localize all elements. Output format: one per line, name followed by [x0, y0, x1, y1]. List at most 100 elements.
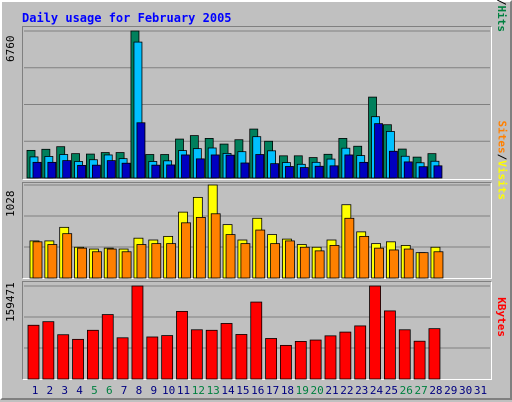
kbytes-bar — [27, 324, 40, 380]
kbytes-bar — [57, 334, 70, 380]
day-tick-label: 23 — [355, 384, 368, 397]
chart-title: Daily usage for February 2005 — [22, 11, 232, 25]
sites-bar — [92, 251, 102, 279]
pages-bar — [92, 164, 101, 179]
sites-bar — [195, 216, 206, 279]
sites-bar — [359, 235, 370, 279]
sites-bar — [374, 247, 384, 279]
pages-bar — [210, 154, 220, 179]
pages-bar — [285, 166, 294, 179]
day-tick-label: 29 — [444, 384, 457, 397]
sites-bar — [225, 234, 236, 279]
day-tick-label: 30 — [459, 384, 472, 397]
day-tick-label: 6 — [106, 384, 113, 397]
day-tick-label: 13 — [207, 384, 220, 397]
day-tick-label: 5 — [91, 384, 98, 397]
sites-bar — [388, 249, 399, 279]
pages-bar — [136, 122, 146, 179]
kbytes-bar — [383, 310, 396, 380]
day-tick-label: 28 — [429, 384, 442, 397]
pages-bar — [388, 150, 398, 179]
day-tick-label: 19 — [296, 384, 309, 397]
sites-bar — [403, 248, 414, 279]
kbytes-bar — [280, 344, 292, 380]
day-tick-label: 15 — [236, 384, 249, 397]
pages-bar — [181, 154, 190, 179]
day-tick-label: 21 — [325, 384, 338, 397]
kbytes-bar — [354, 325, 367, 380]
sites-bar — [47, 244, 58, 279]
day-tick-label: 4 — [76, 384, 83, 397]
pages-bar — [225, 154, 235, 179]
sites-bar — [255, 229, 266, 279]
sites-bar — [285, 240, 295, 279]
kbytes-bar — [72, 338, 84, 380]
sites-bar — [166, 243, 177, 279]
kbytes-bar — [220, 323, 233, 380]
kbytes-bar — [428, 328, 441, 380]
kbytes-bar — [131, 285, 144, 380]
sites-bar — [77, 247, 87, 279]
day-tick-label: 22 — [340, 384, 353, 397]
kbytes-bar — [369, 285, 381, 380]
kbytes-bar — [101, 314, 114, 380]
pages-bar — [255, 154, 265, 179]
day-tick-label: 3 — [61, 384, 68, 397]
kbytes-bar — [146, 336, 159, 380]
sites-bar — [418, 252, 429, 279]
kbytes-bar — [116, 337, 129, 380]
day-tick-label: 10 — [162, 384, 175, 397]
pages-bar — [240, 162, 250, 179]
day-tick-label: 8 — [136, 384, 143, 397]
sites-bar — [32, 241, 43, 279]
pages-bar — [299, 167, 309, 179]
kbytes-bar — [398, 329, 411, 380]
pages-bar — [62, 160, 72, 179]
day-tick-label: 16 — [251, 384, 264, 397]
kbytes-bar — [250, 301, 263, 380]
pages-bar — [403, 161, 413, 179]
pages-bar — [270, 163, 280, 179]
sites-bar — [329, 245, 340, 279]
kbytes-bar — [42, 321, 55, 380]
kbytes-bar — [294, 341, 307, 380]
kbytes-bar — [176, 310, 188, 380]
day-tick-label: 27 — [414, 384, 427, 397]
pages-bar — [166, 164, 176, 179]
sites-bar — [106, 248, 117, 279]
day-tick-label: 7 — [121, 384, 128, 397]
sites-bar — [270, 243, 281, 279]
sites-bar — [151, 243, 162, 279]
kbytes-bar — [309, 339, 322, 380]
day-tick-label: 9 — [150, 384, 157, 397]
day-tick-label: 14 — [221, 384, 235, 397]
day-tick-label: 12 — [192, 384, 205, 397]
kbytes-bar — [413, 340, 426, 380]
day-tick-label: 2 — [47, 384, 54, 397]
kbytes-bar — [161, 335, 174, 380]
pages-bar — [77, 164, 86, 179]
sites-bar — [240, 243, 251, 279]
day-tick-label: 31 — [474, 384, 487, 397]
pages-bar — [106, 160, 116, 179]
day-tick-label: 17 — [266, 384, 279, 397]
pages-bar — [418, 166, 428, 179]
pages-bar — [329, 165, 339, 179]
kbytes-bar — [324, 335, 337, 380]
pages-bar — [121, 162, 131, 179]
day-tick-label: 1 — [32, 384, 39, 397]
kbytes-bar — [235, 334, 248, 380]
day-tick-label: 26 — [400, 384, 413, 397]
pages-bar — [433, 165, 443, 179]
pages-bar — [344, 154, 354, 179]
day-tick-label: 25 — [385, 384, 398, 397]
pages-bar — [32, 161, 42, 179]
day-tick-label: 20 — [311, 384, 324, 397]
pages-bar — [195, 158, 205, 179]
pages-bar — [151, 164, 161, 179]
kbytes-bar — [190, 329, 203, 380]
pages-bar — [47, 161, 57, 179]
day-tick-label: 18 — [281, 384, 294, 397]
